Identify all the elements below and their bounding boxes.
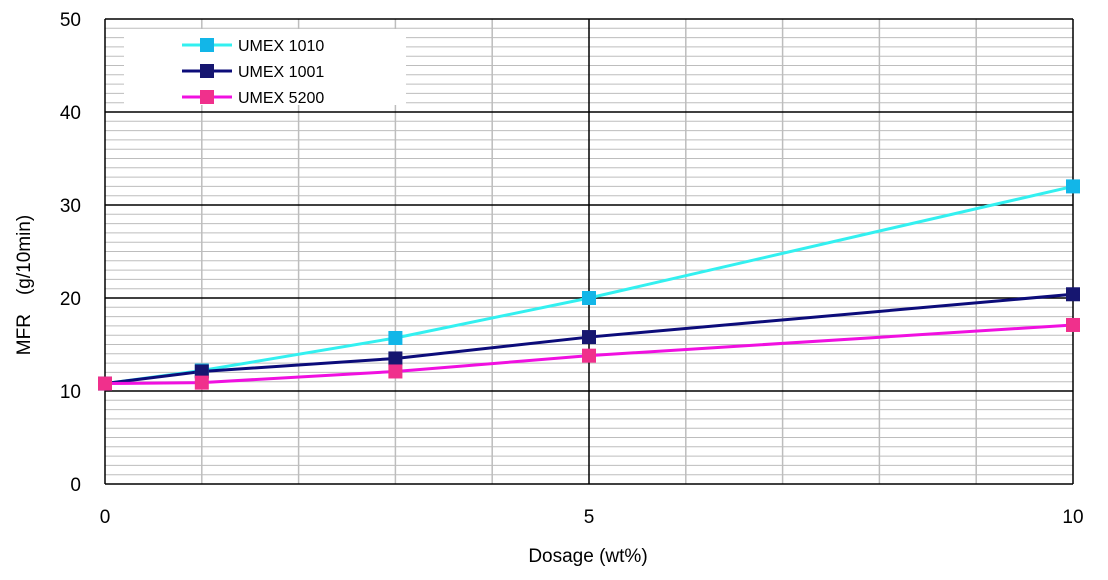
data-point-umex-1010 xyxy=(388,330,403,345)
x-tick-label: 5 xyxy=(584,507,595,528)
legend-label: UMEX 5200 xyxy=(238,90,324,107)
y-tick-label: 0 xyxy=(70,475,81,496)
data-point-umex-1010 xyxy=(582,291,596,305)
legend-label: UMEX 1010 xyxy=(238,38,324,55)
y-tick-label: 40 xyxy=(60,103,81,124)
data-point-umex-1001 xyxy=(582,330,596,345)
x-tick-label: 10 xyxy=(1062,507,1083,528)
legend: UMEX 1010 UMEX 1001 UMEX 5200 xyxy=(124,29,406,107)
data-point-umex-5200 xyxy=(582,348,596,363)
data-point-umex-5200 xyxy=(388,364,403,379)
y-tick-label: 30 xyxy=(60,196,81,217)
data-point-umex-5200 xyxy=(1066,317,1080,332)
data-point-umex-1001 xyxy=(388,351,403,366)
data-point-umex-5200 xyxy=(98,376,112,391)
series-layer xyxy=(98,179,1080,391)
legend-marker-umex-5200 xyxy=(200,90,214,104)
data-point-umex-1001 xyxy=(1066,287,1080,302)
y-tick-label: 50 xyxy=(60,10,81,31)
x-axis-title: Dosage (wt%) xyxy=(528,546,647,567)
y-axis-title: MFR (g/10min) xyxy=(14,215,35,355)
data-point-umex-1001 xyxy=(194,364,209,379)
legend-marker-umex-1001 xyxy=(200,64,214,78)
legend-label: UMEX 1001 xyxy=(238,64,324,81)
data-point-umex-5200 xyxy=(194,375,209,390)
legend-box xyxy=(124,29,406,105)
x-tick-label: 0 xyxy=(100,507,111,528)
legend-marker-umex-1010 xyxy=(200,38,214,52)
y-tick-label: 10 xyxy=(60,382,81,403)
y-tick-label: 20 xyxy=(60,289,81,310)
tick-labels: 0 10 20 30 40 50 0 5 10 xyxy=(60,10,1084,528)
data-point-umex-1010 xyxy=(1066,179,1080,194)
